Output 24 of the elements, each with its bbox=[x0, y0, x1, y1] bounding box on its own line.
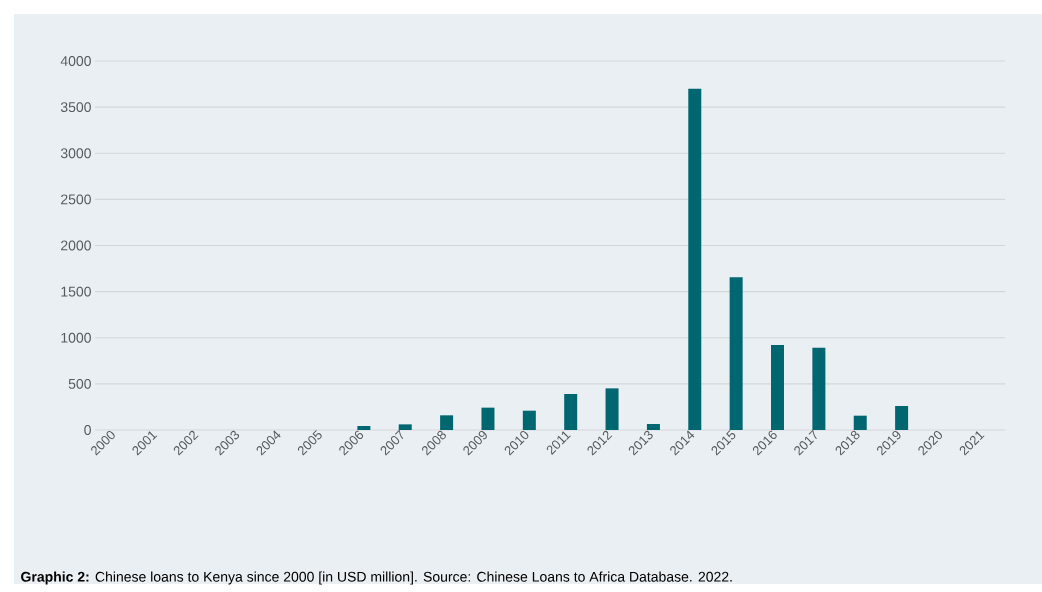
bar bbox=[481, 407, 495, 430]
bar bbox=[357, 426, 371, 430]
bar bbox=[729, 277, 743, 430]
y-tick-label: 0 bbox=[84, 425, 91, 435]
bar bbox=[853, 415, 867, 430]
y-tick-label: 3500 bbox=[60, 102, 91, 113]
bar bbox=[895, 406, 909, 430]
y-tick-label: 2500 bbox=[61, 194, 91, 205]
text: Graphic 2: Chinese loans to Kenya since 2000 [in USD million]. Source: Chinese Loans to Africa Database. 2022. bbox=[21, 571, 732, 585]
bar bbox=[771, 345, 785, 430]
bar bbox=[812, 347, 826, 430]
bar bbox=[688, 88, 702, 430]
y-tick-label: 1000 bbox=[61, 332, 91, 343]
bar bbox=[522, 410, 536, 430]
y-tick-label: 500 bbox=[68, 378, 91, 389]
y-tick-label: 1500 bbox=[61, 286, 91, 297]
y-tick-label: 2000 bbox=[61, 240, 91, 251]
bar bbox=[646, 423, 660, 430]
bar bbox=[398, 424, 412, 430]
bar bbox=[564, 394, 578, 430]
y-tick-label: 4000 bbox=[60, 56, 91, 66]
bar bbox=[440, 415, 454, 430]
y-tick-label: 3000 bbox=[60, 148, 91, 159]
bar bbox=[605, 388, 619, 430]
